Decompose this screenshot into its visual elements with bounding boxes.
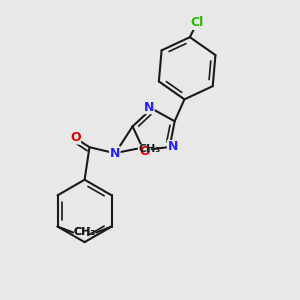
Text: CH₃: CH₃	[139, 144, 161, 154]
Text: CH₃: CH₃	[74, 227, 96, 238]
Text: N: N	[110, 147, 120, 160]
Text: N: N	[167, 140, 178, 154]
Text: CH₃: CH₃	[73, 227, 95, 238]
Text: Cl: Cl	[191, 16, 204, 29]
Text: O: O	[70, 131, 80, 144]
Text: O: O	[140, 145, 150, 158]
Text: N: N	[144, 100, 154, 114]
